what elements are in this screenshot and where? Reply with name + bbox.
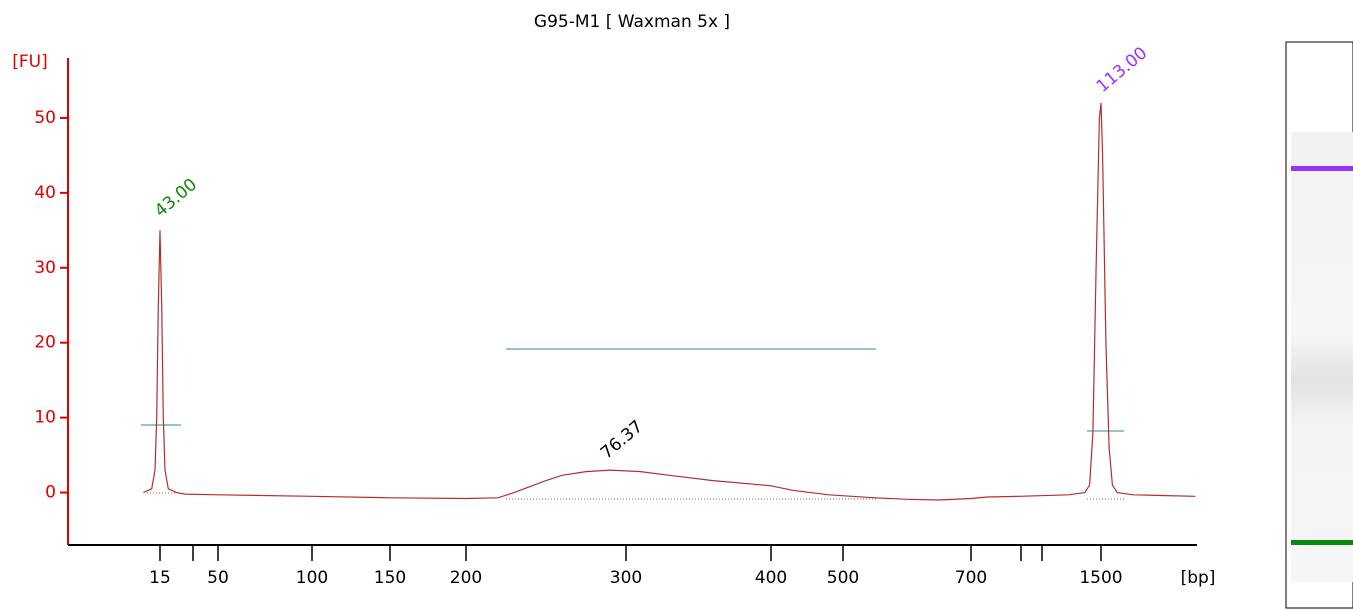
chart-title: G95-M1 [ Waxman 5x ] bbox=[534, 12, 730, 32]
x-tick-label: 1500 bbox=[1079, 568, 1122, 588]
x-tick-label: 150 bbox=[374, 568, 406, 588]
trace bbox=[143, 102, 1196, 501]
x-tick-label: 400 bbox=[755, 568, 787, 588]
x-tick-label: 15 bbox=[149, 568, 171, 588]
y-tick-label: 10 bbox=[34, 408, 56, 428]
y-tick-label: 20 bbox=[34, 333, 56, 353]
x-tick-label: 200 bbox=[450, 568, 482, 588]
x-axis-label: [bp] bbox=[1181, 568, 1216, 588]
y-tick-label: 40 bbox=[34, 183, 56, 203]
gel-lane bbox=[1291, 132, 1353, 582]
x-tick-label: 100 bbox=[296, 568, 328, 588]
gel-band bbox=[1291, 540, 1353, 545]
peak-label: 43.00 bbox=[151, 175, 201, 222]
x-tick-label: 300 bbox=[610, 568, 642, 588]
y-tick-label: 30 bbox=[34, 258, 56, 278]
peak-label: 113.00 bbox=[1093, 43, 1151, 97]
peak-label: 76.37 bbox=[597, 417, 647, 464]
y-axis-label: [FU] bbox=[12, 52, 48, 72]
y-tick-label: 50 bbox=[34, 108, 56, 128]
gel-band bbox=[1291, 166, 1353, 171]
y-tick-label: 0 bbox=[45, 483, 56, 503]
x-tick-label: 700 bbox=[955, 568, 987, 588]
x-tick-label: 500 bbox=[827, 568, 859, 588]
x-tick-label: 50 bbox=[207, 568, 229, 588]
